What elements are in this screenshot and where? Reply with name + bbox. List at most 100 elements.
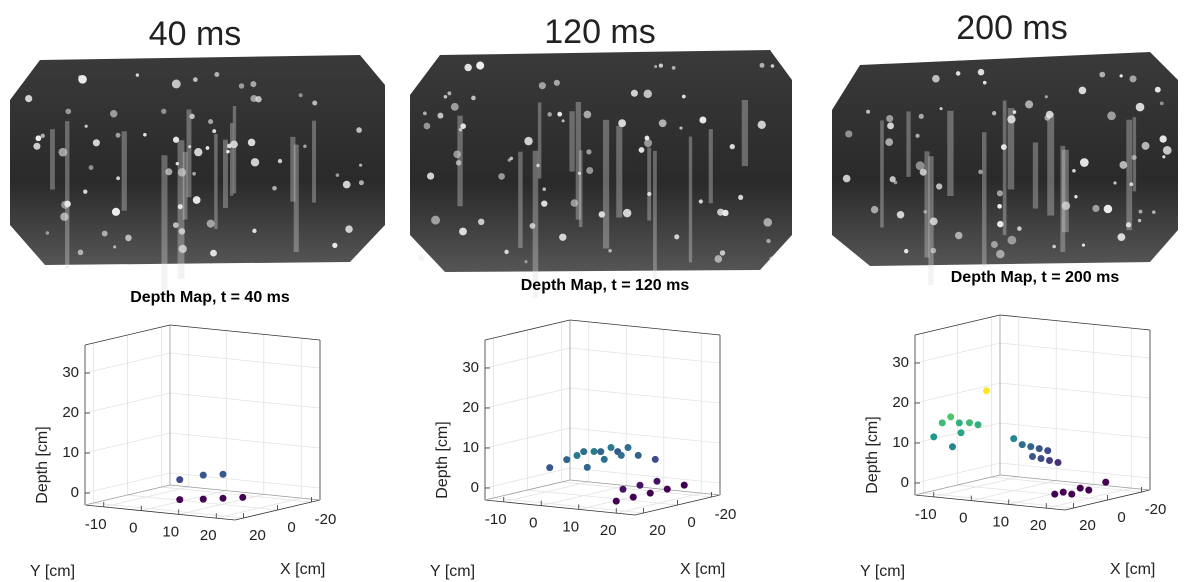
photo-dot [426, 172, 435, 180]
axis-box [569, 479, 721, 496]
data-point [1051, 490, 1059, 498]
photo-dot [919, 168, 927, 176]
photo-dot [538, 82, 546, 90]
z-tick-label: 30 [462, 359, 479, 376]
photo-dot [929, 217, 938, 226]
photo-dot [698, 199, 703, 204]
y-tick-label: -10 [915, 506, 937, 523]
photo-dot [766, 238, 771, 244]
photo-dot [638, 147, 645, 153]
photo-dot [1052, 244, 1056, 249]
y-tick-label: 0 [959, 510, 967, 527]
photo-dot [447, 91, 452, 96]
data-point [947, 413, 955, 421]
photo-caption: 40 ms [149, 15, 242, 53]
photo-dot [193, 77, 198, 82]
photo-dot [342, 180, 351, 189]
photo-dot [1079, 158, 1089, 167]
data-point [651, 455, 659, 463]
y-tick-label: 20 [1030, 517, 1047, 534]
x-tick-label: -20 [715, 506, 737, 523]
data-point [199, 495, 207, 503]
data-point [1068, 490, 1076, 498]
photo-streak [1126, 119, 1133, 231]
photo-dot [437, 112, 444, 119]
photo-dot [586, 149, 592, 155]
photo-streak [50, 129, 55, 190]
photo-streak [741, 99, 749, 167]
photo-dot [939, 107, 943, 111]
photo-dot [769, 256, 775, 262]
photo-dot [58, 147, 68, 157]
chart-title: Depth Map, t = 120 ms [521, 277, 690, 294]
photo-dot [1061, 201, 1071, 211]
photo-dot [915, 133, 920, 138]
z-tick-label: 20 [892, 394, 909, 411]
photo-dot [65, 108, 72, 115]
photo-dot [866, 109, 871, 114]
photo-dot [674, 234, 680, 240]
photo-dot [561, 119, 565, 123]
photo-dot [252, 228, 257, 234]
photo-dot [681, 94, 686, 99]
photo-dot [84, 124, 88, 128]
photo-dot [135, 73, 140, 77]
photo-caption: 200 ms [956, 9, 1068, 47]
photo-dot [116, 176, 121, 181]
y-tick-label: -10 [85, 516, 107, 533]
axis-box [999, 314, 1151, 331]
photo-streak [518, 151, 523, 249]
photo-dot [226, 149, 230, 154]
photo-dot [870, 205, 879, 214]
data-point [239, 493, 247, 501]
photo-dot [1103, 204, 1113, 214]
photo-highlights [25, 61, 1172, 299]
photo-streak [1007, 108, 1015, 190]
photo-streak [537, 102, 542, 179]
photo-dot [250, 81, 257, 88]
data-point [1076, 484, 1084, 492]
photo-dot [172, 136, 180, 143]
data-point [1027, 443, 1035, 451]
y-tick-label: 10 [992, 513, 1009, 530]
photo-dot [214, 71, 220, 77]
photo-dot [1129, 182, 1134, 187]
data-point [573, 452, 581, 459]
photo-dot [498, 173, 505, 180]
photo-dot [1119, 74, 1123, 78]
photo-dot [92, 139, 100, 147]
photo-dot [559, 233, 567, 241]
y-axis-label: Y [cm] [430, 563, 475, 580]
photo-dot [955, 71, 961, 76]
photo-dot [997, 203, 1002, 209]
photo-dot [536, 163, 540, 168]
grid-line [914, 462, 1151, 484]
grid-line [991, 317, 1142, 493]
data-point [219, 470, 227, 478]
z-axis-label: Depth [cm] [434, 421, 451, 498]
photo-streak [222, 139, 228, 209]
data-point [955, 419, 963, 427]
photo-dot [1007, 235, 1017, 245]
grid-line [84, 352, 321, 374]
photo-dot [40, 133, 45, 138]
photo-dot [458, 127, 463, 132]
photo-dot [1138, 209, 1143, 214]
photo-streak [1002, 100, 1007, 236]
photo-dot [886, 114, 894, 123]
data-point [1059, 488, 1067, 496]
chart-title: Depth Map, t = 200 ms [951, 269, 1120, 286]
photo-dot [598, 211, 606, 218]
data-point [590, 448, 598, 455]
photo-dot [529, 223, 536, 229]
photo-dot [35, 135, 42, 142]
photo-dot [997, 220, 1004, 228]
data-point [634, 451, 642, 459]
photo [410, 50, 792, 272]
axis-line [914, 494, 1066, 511]
axis-box [484, 319, 571, 341]
photo-dot [455, 160, 462, 166]
photo-dot [1137, 218, 1142, 223]
photo-dot [111, 207, 121, 216]
photo-dot [171, 79, 181, 89]
